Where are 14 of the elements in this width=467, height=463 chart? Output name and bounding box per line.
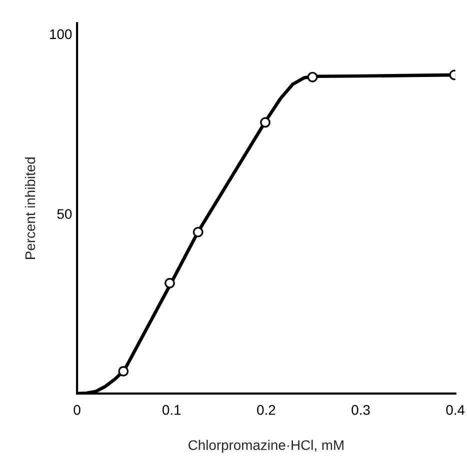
y-axis-title: Percent inhibited: [24, 158, 36, 259]
x-tick-label: 0: [74, 405, 80, 415]
y-tick-label: 50: [57, 209, 72, 219]
point: [118, 366, 129, 376]
point: [307, 72, 318, 82]
y-tick-label: 100: [50, 29, 72, 40]
point: [260, 117, 270, 128]
point: [164, 278, 175, 288]
x-tick-label: 0.4: [446, 405, 465, 415]
x-axis-title: Chlorpromazine·HCl, mM: [188, 440, 344, 453]
x-tick-label: 0.1: [162, 405, 181, 415]
x-tick-label: 0.2: [257, 405, 276, 415]
x-tick-label: 0.3: [352, 405, 370, 415]
point: [192, 226, 204, 238]
